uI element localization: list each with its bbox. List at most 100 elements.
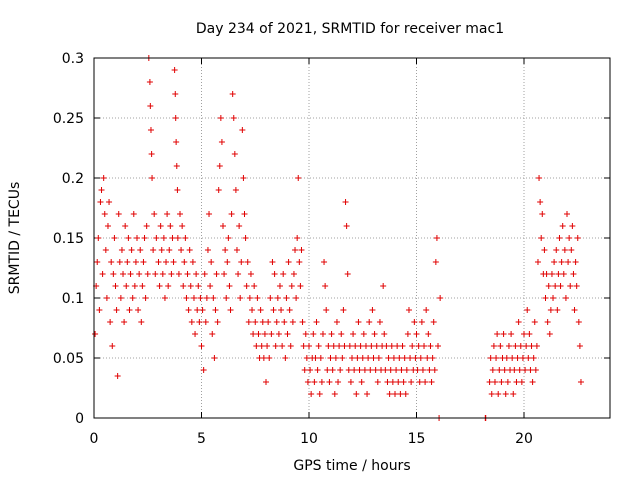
data-point <box>321 259 328 265</box>
data-point <box>287 343 294 349</box>
data-point <box>385 355 392 361</box>
data-point <box>315 343 322 349</box>
data-point <box>437 295 444 301</box>
data-point <box>402 391 409 397</box>
data-point <box>542 295 549 301</box>
data-point <box>135 307 142 313</box>
data-point <box>553 247 560 253</box>
data-point <box>502 391 509 397</box>
data-point <box>237 295 244 301</box>
x-axis-label: GPS time / hours <box>293 458 410 474</box>
data-point <box>376 319 383 325</box>
data-point <box>512 343 519 349</box>
data-point <box>508 331 515 337</box>
data-point <box>530 355 537 361</box>
data-point <box>505 343 512 349</box>
data-point <box>528 343 535 349</box>
data-point <box>545 283 552 289</box>
data-point <box>382 367 389 373</box>
data-point <box>249 307 256 313</box>
data-point <box>435 343 441 349</box>
data-point <box>253 343 260 349</box>
data-point <box>187 283 194 289</box>
data-point <box>560 271 567 277</box>
data-point <box>368 343 375 349</box>
data-point <box>142 295 149 301</box>
data-point <box>269 259 276 265</box>
data-point <box>214 319 221 325</box>
data-point <box>230 115 237 121</box>
data-point <box>195 283 202 289</box>
data-point <box>113 307 120 313</box>
data-point <box>534 259 541 265</box>
data-point <box>167 223 174 229</box>
data-point <box>280 271 287 277</box>
data-point <box>388 343 395 349</box>
data-point <box>407 355 414 361</box>
y-tick-label: 0.2 <box>62 171 84 187</box>
data-point <box>267 295 274 301</box>
data-point <box>555 271 562 277</box>
data-point <box>95 235 102 241</box>
data-point <box>354 355 361 361</box>
data-point <box>517 343 524 349</box>
data-point <box>197 295 204 301</box>
data-point <box>394 343 401 349</box>
data-point <box>567 283 574 289</box>
data-point <box>160 235 167 241</box>
data-point <box>109 343 116 349</box>
data-point <box>301 367 308 373</box>
data-point <box>316 391 323 397</box>
data-point <box>121 319 128 325</box>
data-point <box>314 367 321 373</box>
data-point <box>139 283 146 289</box>
data-point <box>431 367 438 373</box>
data-point <box>525 355 532 361</box>
data-point <box>495 391 502 397</box>
data-point <box>565 259 572 265</box>
data-point <box>317 355 324 361</box>
data-point <box>524 307 531 313</box>
x-tick-labels: 0 5 10 15 20 <box>90 431 533 447</box>
data-point <box>575 319 582 325</box>
data-point <box>576 343 583 349</box>
data-point <box>172 115 179 121</box>
data-point <box>403 367 410 373</box>
data-point <box>371 331 378 337</box>
data-point <box>526 331 533 337</box>
data-point <box>574 235 581 241</box>
data-point <box>295 175 302 181</box>
data-point <box>536 175 543 181</box>
data-point <box>184 271 191 277</box>
data-point <box>312 355 319 361</box>
data-point <box>304 379 311 385</box>
data-point <box>310 331 317 337</box>
y-tick-label: 0.3 <box>62 51 84 67</box>
data-point <box>323 307 330 313</box>
data-point <box>281 319 288 325</box>
data-point <box>487 355 494 361</box>
data-point <box>413 331 420 337</box>
data-point <box>522 367 529 373</box>
data-point <box>490 343 497 349</box>
data-point <box>572 259 579 265</box>
data-point <box>138 319 145 325</box>
data-point <box>251 283 258 289</box>
data-point <box>300 343 307 349</box>
data-point <box>415 343 422 349</box>
data-point <box>273 319 280 325</box>
data-point <box>337 367 344 373</box>
data-point <box>259 319 266 325</box>
data-point <box>350 331 357 337</box>
data-point <box>365 355 372 361</box>
data-point <box>429 355 436 361</box>
data-point <box>373 343 380 349</box>
y-tick-label: 0.1 <box>62 291 84 307</box>
data-point <box>155 259 162 265</box>
data-point <box>208 259 215 265</box>
data-point <box>238 259 245 265</box>
data-point <box>188 319 195 325</box>
data-point <box>244 259 251 265</box>
data-point <box>106 199 113 205</box>
